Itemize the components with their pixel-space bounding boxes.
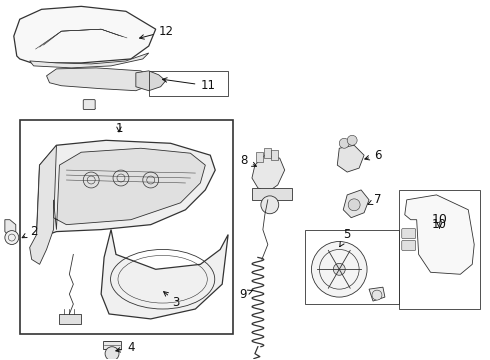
Circle shape — [261, 196, 279, 214]
Bar — [264, 148, 271, 158]
Polygon shape — [5, 220, 16, 237]
Text: 2: 2 — [22, 225, 37, 238]
Text: 3: 3 — [164, 292, 180, 309]
Text: 5: 5 — [340, 228, 351, 247]
Bar — [399, 190, 480, 309]
Polygon shape — [343, 190, 369, 218]
FancyBboxPatch shape — [402, 240, 416, 251]
Text: 4: 4 — [116, 341, 134, 354]
Polygon shape — [369, 287, 385, 301]
Circle shape — [372, 290, 382, 300]
Polygon shape — [37, 140, 215, 238]
Polygon shape — [53, 148, 205, 230]
Polygon shape — [252, 188, 292, 200]
Polygon shape — [405, 195, 474, 274]
Bar — [271, 150, 278, 160]
Text: 12: 12 — [140, 24, 173, 39]
Polygon shape — [30, 53, 149, 68]
Polygon shape — [47, 68, 156, 91]
FancyBboxPatch shape — [83, 100, 95, 109]
Bar — [256, 152, 263, 162]
Circle shape — [348, 199, 360, 211]
Circle shape — [5, 231, 19, 244]
Text: 6: 6 — [365, 149, 382, 162]
Text: 1: 1 — [115, 122, 122, 135]
Polygon shape — [101, 230, 228, 319]
Text: 10: 10 — [432, 213, 447, 226]
Circle shape — [312, 242, 367, 297]
Polygon shape — [103, 341, 121, 349]
Polygon shape — [14, 6, 156, 63]
Text: 8: 8 — [241, 154, 256, 167]
Text: 10: 10 — [432, 218, 447, 231]
Text: 9: 9 — [240, 288, 252, 301]
Text: 11: 11 — [163, 78, 215, 92]
Circle shape — [347, 135, 357, 145]
Polygon shape — [136, 71, 166, 91]
FancyBboxPatch shape — [402, 229, 416, 239]
Circle shape — [339, 138, 349, 148]
Text: 7: 7 — [368, 193, 382, 206]
Circle shape — [105, 347, 119, 360]
Polygon shape — [59, 314, 81, 324]
Bar — [305, 230, 399, 304]
Bar — [20, 121, 233, 334]
Circle shape — [333, 264, 345, 275]
Polygon shape — [337, 145, 364, 172]
Bar — [149, 71, 228, 96]
Polygon shape — [30, 145, 56, 264]
Polygon shape — [252, 155, 285, 192]
